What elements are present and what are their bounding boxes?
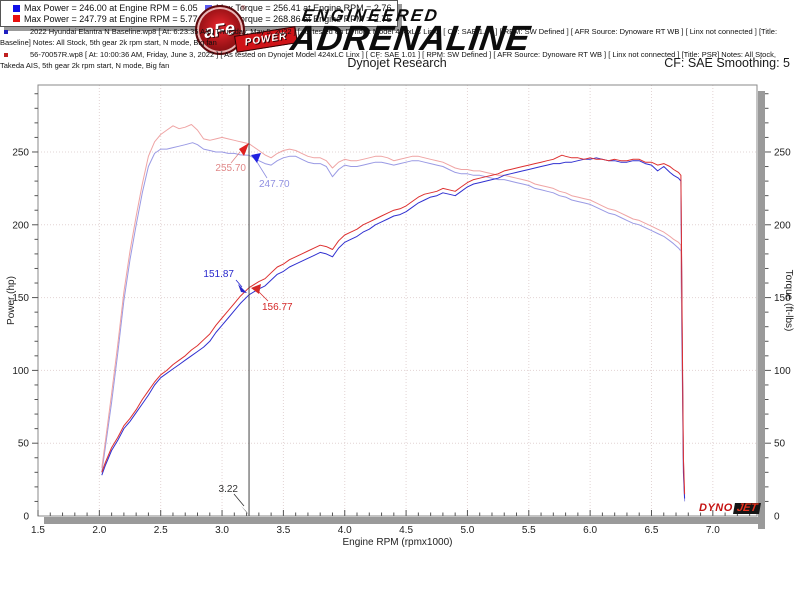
annotation-3.22: 3.22 <box>219 484 249 515</box>
svg-text:3.0: 3.0 <box>215 525 229 536</box>
annotation-255.70: 255.70 <box>215 143 249 174</box>
svg-text:50: 50 <box>774 439 786 450</box>
dynojet-logo-dyno: DYNO <box>699 502 733 514</box>
svg-text:100: 100 <box>774 366 791 377</box>
svg-text:4.0: 4.0 <box>338 525 352 536</box>
svg-text:2.5: 2.5 <box>154 525 168 536</box>
svg-text:5.0: 5.0 <box>460 525 474 536</box>
psr-bullet-icon <box>4 53 8 57</box>
svg-text:50: 50 <box>18 439 30 450</box>
svg-text:156.77: 156.77 <box>262 302 293 313</box>
svg-text:150: 150 <box>12 293 29 304</box>
svg-text:4.5: 4.5 <box>399 525 413 536</box>
svg-text:250: 250 <box>12 147 29 158</box>
run-note-psr: 56-70057R.wp8 [ At: 10:00:36 AM, Friday,… <box>0 50 792 71</box>
legend-label: Max Torque = 256.41 at Engine RPM = 2.76 <box>216 3 392 13</box>
legend-label: Max Power = 246.00 at Engine RPM = 6.05 <box>24 3 198 13</box>
svg-text:3.22: 3.22 <box>219 484 239 495</box>
svg-text:247.70: 247.70 <box>259 179 290 190</box>
y-axis-right-ticks <box>765 93 771 502</box>
svg-text:1.5: 1.5 <box>31 525 45 536</box>
svg-text:200: 200 <box>774 220 791 231</box>
svg-text:200: 200 <box>12 220 29 231</box>
svg-text:255.70: 255.70 <box>215 163 246 174</box>
svg-text:2.0: 2.0 <box>92 525 106 536</box>
svg-text:5.5: 5.5 <box>522 525 536 536</box>
legend-swatch-icon <box>13 4 20 12</box>
plot-shadow-bottom <box>44 517 765 524</box>
svg-text:6.5: 6.5 <box>645 525 659 536</box>
svg-text:0: 0 <box>23 512 29 523</box>
x-axis-title: Engine RPM (rpmx1000) <box>342 537 452 548</box>
chart-title: Dynojet Research <box>347 56 447 70</box>
legend-swatch-icon <box>13 15 20 23</box>
torque-psr-curve <box>101 124 686 499</box>
svg-text:0: 0 <box>774 512 780 523</box>
registered-mark: ® <box>241 6 246 12</box>
correction-factor-label: CF: SAE Smoothing: 5 <box>664 56 790 70</box>
legend-item: Max Power = 247.79 at Engine RPM = 5.77 <box>13 14 205 25</box>
svg-text:7.0: 7.0 <box>706 525 720 536</box>
plot-area <box>38 85 757 516</box>
plot-shadow-right <box>758 91 765 529</box>
x-axis-ticks <box>37 510 751 516</box>
svg-text:100: 100 <box>12 366 29 377</box>
dynojet-logo: DYNO JET <box>699 502 761 514</box>
legend-label: Max Power = 247.79 at Engine RPM = 5.77 <box>24 13 198 24</box>
legend-item: Max Power = 246.00 at Engine RPM = 6.05 <box>13 3 205 14</box>
svg-text:250: 250 <box>774 147 791 158</box>
power-psr-curve <box>101 154 686 495</box>
svg-text:151.87: 151.87 <box>203 269 234 280</box>
run-note-baseline: 2022 Hyundai Elantra N Baseline.wp8 [ At… <box>0 27 792 48</box>
svg-text:6.0: 6.0 <box>583 525 597 536</box>
y-axis-left-ticks <box>32 93 38 502</box>
legend-label: Max Torque = 268.86 at Engine RPM = 2.75 <box>216 13 392 24</box>
svg-text:3.5: 3.5 <box>276 525 290 536</box>
run-note-baseline-text: 2022 Hyundai Elantra N Baseline.wp8 [ At… <box>0 27 778 47</box>
axis-labels: 1.5 2.0 2.5 3.0 3.5 4.0 4.5 5.0 5.5 6.0 6.5 7.0 0 0 50… <box>12 147 791 536</box>
dynojet-logo-jet: JET <box>732 502 761 514</box>
brand-header: aFe ® POWER ENGINEERED ADRENALINE <box>185 2 605 58</box>
afe-power-logo: aFe <box>195 5 245 55</box>
y-axis-left-title: Power (hp) <box>6 276 17 325</box>
run-notes: 2022 Hyundai Elantra N Baseline.wp8 [ At… <box>0 27 792 71</box>
annotation-156.77: 156.77 <box>251 284 293 313</box>
baseline-bullet-icon <box>4 30 8 34</box>
run-note-psr-text: 56-70057R.wp8 [ At: 10:00:36 AM, Friday,… <box>0 50 776 70</box>
plot-border <box>37 84 758 517</box>
annotation-247.70: 247.70 <box>251 153 290 190</box>
y-axis-right-title: Torque (ft-lbs) <box>783 270 794 332</box>
torque-baseline-curve <box>101 142 686 502</box>
annotation-151.87: 151.87 <box>203 269 247 293</box>
svg-text:150: 150 <box>774 293 791 304</box>
